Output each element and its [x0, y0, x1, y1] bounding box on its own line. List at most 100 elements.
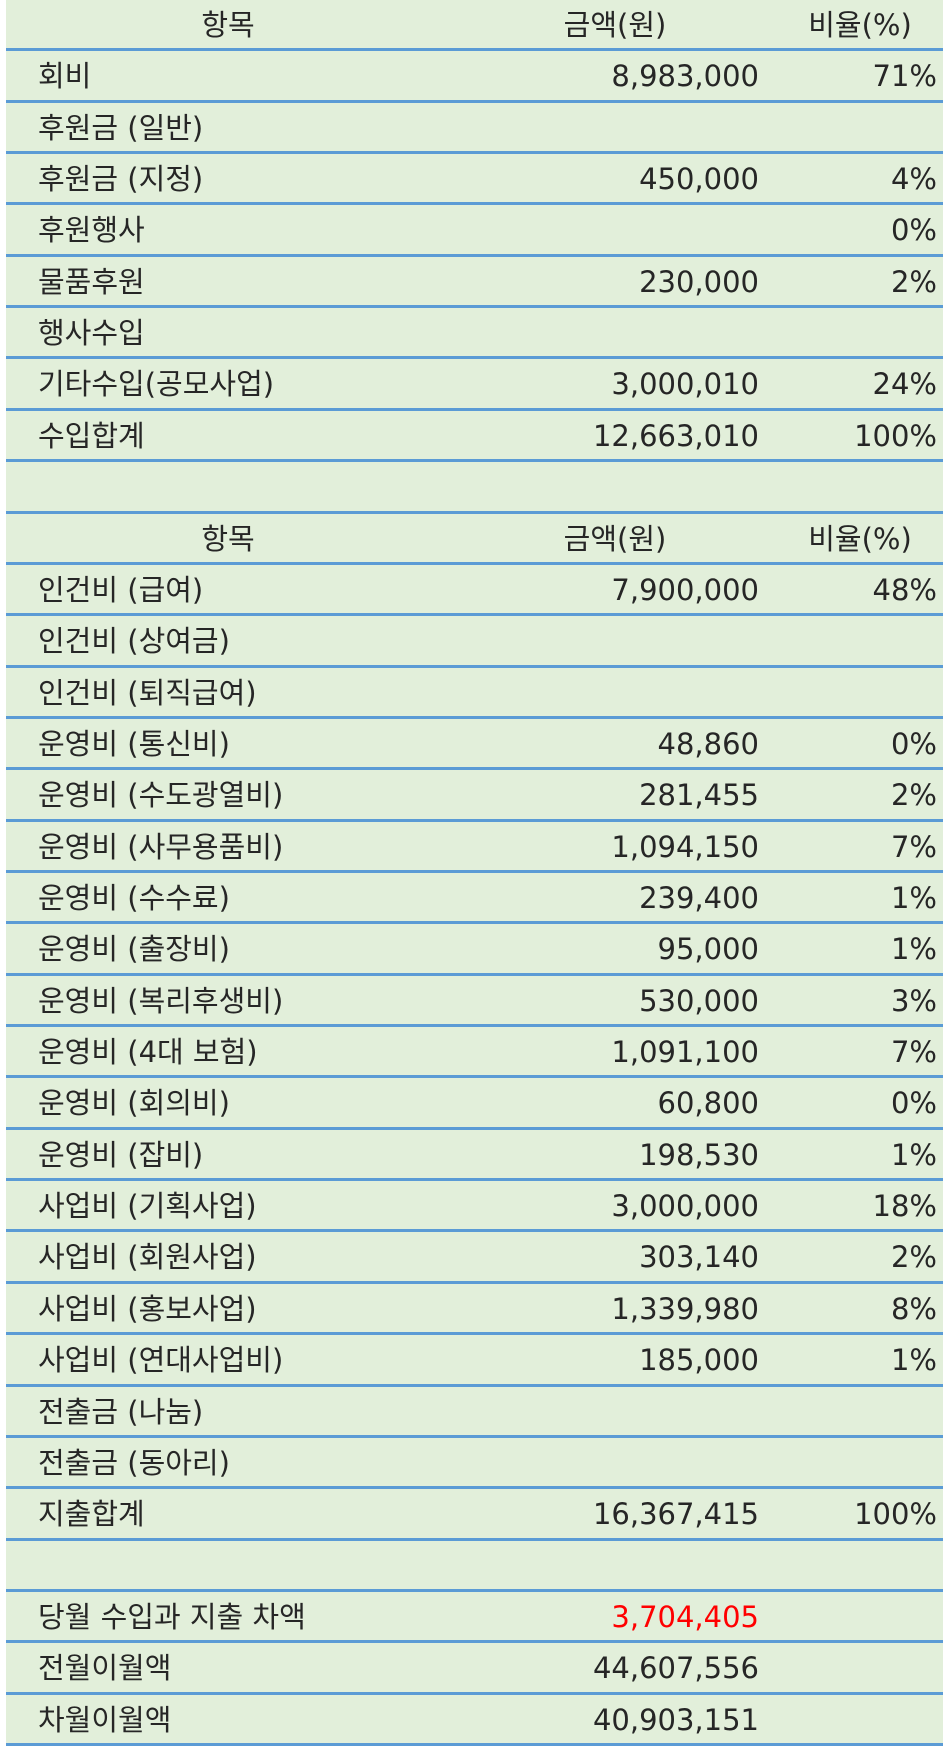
ratio: 48%	[872, 572, 937, 607]
item-label: 후원금 (일반)	[38, 110, 204, 145]
amount: 239,400	[639, 881, 759, 915]
item-label: 전월이월액	[38, 1651, 172, 1686]
ratio: 71%	[872, 59, 937, 94]
amount: 198,530	[639, 1137, 759, 1172]
header-row: 항목 금액(원) 비율(%)	[6, 0, 943, 52]
item-label: 사업비 (회원사업)	[38, 1240, 257, 1275]
amount: 281,455	[639, 778, 759, 813]
amount: 530,000	[639, 983, 759, 1018]
amount: 1,339,980	[611, 1291, 759, 1326]
item-label: 운영비 (출장비)	[38, 932, 230, 967]
amount: 3,704,405	[611, 1599, 759, 1634]
item-label: 차월이월액	[38, 1702, 172, 1737]
column-header: 금액(원)	[563, 8, 667, 42]
amount: 95,000	[657, 932, 759, 967]
item-label: 운영비 (통신비)	[38, 726, 230, 761]
item-label: 사업비 (연대사업비)	[38, 1343, 284, 1378]
data-row: 후원행사 0%	[6, 205, 943, 257]
ratio: 1%	[890, 1343, 937, 1378]
data-row: 운영비 (사무용품비) 1,094,150 7%	[6, 821, 943, 873]
item-label: 후원금 (지정)	[38, 162, 204, 197]
amount: 44,607,556	[592, 1651, 759, 1686]
amount: 1,094,150	[611, 829, 759, 864]
data-row: 운영비 (통신비) 48,860 0%	[6, 718, 943, 771]
item-label: 전출금 (동아리)	[38, 1445, 230, 1480]
amount: 3,000,010	[611, 367, 759, 402]
amount: 60,800	[657, 1086, 759, 1121]
amount: 450,000	[639, 162, 759, 197]
amount: 16,367,415	[592, 1497, 759, 1532]
data-row: 전월이월액 44,607,556	[6, 1643, 943, 1695]
ratio: 7%	[890, 1035, 937, 1070]
data-row: 사업비 (회원사업) 303,140 2%	[6, 1232, 943, 1284]
item-label: 운영비 (회의비)	[38, 1086, 230, 1121]
item-label: 운영비 (잡비)	[38, 1137, 204, 1172]
ratio: 1%	[890, 881, 937, 915]
item-label: 기타수입(공모사업)	[38, 367, 275, 402]
column-header: 비율(%)	[808, 521, 912, 556]
item-label: 전출금 (나눔)	[38, 1394, 204, 1429]
ratio: 1%	[890, 932, 937, 967]
header-row: 항목 금액(원) 비율(%)	[6, 513, 943, 565]
item-label: 사업비 (기획사업)	[38, 1189, 257, 1224]
item-label: 행사수입	[38, 316, 145, 351]
item-label: 후원행사	[38, 213, 145, 248]
amount: 48,860	[657, 726, 759, 761]
item-label: 인건비 (퇴직급여)	[38, 675, 257, 710]
item-label: 운영비 (복리후생비)	[38, 983, 284, 1018]
data-row: 후원금 (일반)	[6, 102, 943, 155]
item-label: 당월 수입과 지출 차액	[38, 1599, 306, 1634]
ratio: 100%	[854, 1497, 937, 1532]
item-label: 수입합계	[38, 418, 145, 453]
amount: 1,091,100	[611, 1035, 759, 1070]
data-row: 전출금 (동아리)	[6, 1437, 943, 1490]
ratio: 0%	[890, 213, 937, 248]
data-row: 수입합계 12,663,010 100%	[6, 410, 943, 463]
data-row: 인건비 (퇴직급여)	[6, 667, 943, 719]
amount: 40,903,151	[592, 1702, 759, 1737]
ratio: 3%	[890, 983, 937, 1018]
amount: 7,900,000	[611, 572, 759, 607]
ratio: 4%	[890, 162, 937, 197]
ratio: 0%	[890, 1086, 937, 1121]
item-label: 인건비 (급여)	[38, 572, 204, 607]
item-label: 사업비 (홍보사업)	[38, 1291, 257, 1326]
ratio: 8%	[890, 1291, 937, 1326]
data-row: 인건비 (급여) 7,900,000 48%	[6, 564, 943, 617]
data-row: 회비 8,983,000 71%	[6, 51, 943, 103]
ratio: 100%	[854, 418, 937, 453]
data-row: 운영비 (잡비) 198,530 1%	[6, 1129, 943, 1182]
column-header: 항목	[201, 8, 255, 42]
amount: 230,000	[639, 264, 759, 299]
ratio: 0%	[890, 726, 937, 761]
data-row: 인건비 (상여금)	[6, 616, 943, 668]
amount: 12,663,010	[592, 418, 759, 453]
column-header: 금액(원)	[563, 521, 667, 556]
item-label: 운영비 (4대 보험)	[38, 1035, 258, 1070]
data-row: 당월 수입과 지출 차액 3,704,405	[6, 1591, 943, 1644]
data-row: 지출합계 16,367,415 100%	[6, 1489, 943, 1541]
data-row: 운영비 (4대 보험) 1,091,100 7%	[6, 1027, 943, 1079]
item-label: 물품후원	[38, 264, 145, 299]
data-row: 차월이월액 40,903,151	[6, 1694, 943, 1746]
blank-row	[6, 462, 943, 514]
ratio: 1%	[890, 1137, 937, 1172]
data-row: 전출금 (나눔)	[6, 1386, 943, 1438]
column-header: 항목	[201, 521, 255, 556]
amount: 185,000	[639, 1343, 759, 1378]
data-row: 운영비 (복리후생비) 530,000 3%	[6, 975, 943, 1028]
amount: 8,983,000	[611, 59, 759, 94]
data-row: 운영비 (회의비) 60,800 0%	[6, 1078, 943, 1130]
data-row: 운영비 (수도광열비) 281,455 2%	[6, 770, 943, 822]
ratio: 24%	[872, 367, 937, 402]
data-row: 사업비 (홍보사업) 1,339,980 8%	[6, 1283, 943, 1336]
data-row: 기타수입(공모사업) 3,000,010 24%	[6, 359, 943, 411]
ratio: 2%	[890, 778, 937, 813]
item-label: 운영비 (사무용품비)	[38, 829, 284, 864]
data-row: 행사수입	[6, 308, 943, 360]
blank-row	[6, 1540, 943, 1592]
item-label: 운영비 (수수료)	[38, 881, 230, 915]
item-label: 회비	[38, 59, 92, 94]
ratio: 18%	[872, 1189, 937, 1224]
item-label: 지출합계	[38, 1497, 145, 1532]
